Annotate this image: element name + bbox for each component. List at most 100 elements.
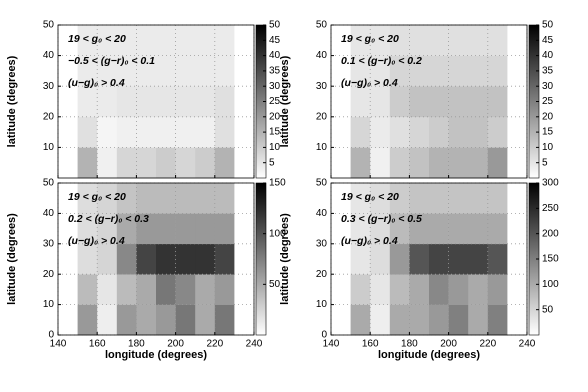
- heat-cell: [507, 25, 528, 56]
- heat-cell: [468, 116, 489, 148]
- y-tick-label: 10: [316, 142, 328, 153]
- x-tick-label: 240: [519, 339, 536, 350]
- heat-cell: [156, 147, 176, 179]
- y-tick-label: 10: [43, 299, 55, 310]
- y-tick-label: 30: [43, 238, 55, 249]
- heat-cell: [370, 116, 391, 148]
- heat-cell: [58, 116, 78, 148]
- heat-cell: [350, 25, 371, 56]
- heat-cell: [487, 183, 508, 214]
- heat-cell: [350, 243, 371, 275]
- colorbar-tick-label: 300: [542, 178, 559, 189]
- heat-cell: [116, 304, 137, 336]
- heat-cell: [389, 243, 410, 275]
- heat-cell: [214, 55, 235, 87]
- y-tick-label: 20: [43, 269, 55, 280]
- colorbar-tick-label: 5: [269, 157, 275, 168]
- heat-cell: [448, 183, 469, 214]
- heat-cell: [195, 213, 216, 245]
- heat-cell: [156, 304, 176, 336]
- heat-cell: [448, 243, 469, 275]
- heat-cell: [116, 86, 137, 118]
- heat-cell: [331, 147, 351, 179]
- heat-cell: [448, 274, 469, 305]
- heat-cell: [370, 243, 391, 275]
- heat-cell: [156, 25, 176, 56]
- heat-cell: [331, 304, 351, 336]
- heat-cell: [409, 147, 430, 179]
- annotation: (u−g)₀ > 0.4: [341, 235, 398, 247]
- heat-cell: [234, 243, 255, 275]
- y-axis-label: latitude (degrees): [6, 55, 18, 147]
- heat-cell: [116, 147, 137, 179]
- heat-cell: [156, 86, 176, 118]
- annotation: −0.5 < (g−r)₀ < 0.1: [68, 55, 155, 67]
- colorbar-tick-label: 5: [542, 157, 548, 168]
- colorbar-tick-label: 250: [542, 203, 559, 214]
- heat-cell: [487, 25, 508, 56]
- heat-cell: [116, 25, 137, 56]
- heat-cell: [214, 304, 235, 336]
- heat-cell: [136, 243, 157, 275]
- x-tick-label: 140: [323, 339, 340, 350]
- heat-cell: [58, 25, 78, 56]
- colorbar-tick-label: 25: [269, 96, 281, 107]
- x-tick-label: 220: [206, 339, 223, 350]
- x-axis-label: longitude (degrees): [105, 349, 207, 361]
- heat-cell: [195, 116, 216, 148]
- heat-cell: [77, 86, 98, 118]
- heat-cell: [77, 183, 98, 214]
- heat-cell: [487, 274, 508, 305]
- annotation: 0.1 < (g−r)₀ < 0.2: [341, 55, 422, 67]
- heat-cell: [214, 86, 235, 118]
- heat-cell: [214, 25, 235, 56]
- heat-cell: [468, 147, 489, 179]
- heat-cell: [429, 116, 449, 148]
- heat-cell: [116, 213, 137, 245]
- heat-cell: [116, 183, 137, 214]
- annotation: 0.2 < (g−r)₀ < 0.3: [68, 213, 149, 225]
- heat-cell: [448, 25, 469, 56]
- heat-cell: [195, 25, 216, 56]
- heat-cell: [77, 55, 98, 87]
- heat-cell: [156, 183, 176, 214]
- heat-cell: [214, 147, 235, 179]
- heat-cell: [350, 213, 371, 245]
- y-tick-label: 20: [316, 269, 328, 280]
- heat-cell: [195, 183, 216, 214]
- heat-cell: [409, 304, 430, 336]
- heat-cell: [468, 86, 489, 118]
- heat-cell: [429, 55, 449, 87]
- heat-cell: [234, 183, 255, 214]
- heat-cell: [214, 116, 235, 148]
- annotation: 0.3 < (g−r)₀ < 0.5: [341, 213, 422, 225]
- heat-cell: [429, 213, 449, 245]
- colorbar-tick-label: 15: [542, 127, 554, 138]
- heat-cell: [448, 116, 469, 148]
- heat-cell: [409, 55, 430, 87]
- heat-cell: [97, 116, 118, 148]
- y-tick-label: 30: [316, 238, 328, 249]
- heat-cell: [58, 243, 78, 275]
- heat-cell: [370, 86, 391, 118]
- x-tick-label: 240: [246, 339, 263, 350]
- heat-cell: [331, 274, 351, 305]
- heat-cell: [58, 86, 78, 118]
- heat-cell: [175, 147, 196, 179]
- heat-cell: [468, 55, 489, 87]
- heat-cell: [507, 55, 528, 87]
- heat-cell: [77, 147, 98, 179]
- heat-cell: [136, 86, 157, 118]
- heat-cell: [97, 183, 118, 214]
- colorbar-tick-label: 150: [269, 178, 286, 189]
- heat-cell: [77, 116, 98, 148]
- x-tick-label: 200: [167, 339, 184, 350]
- heat-cell: [175, 274, 196, 305]
- heat-cell: [370, 274, 391, 305]
- heat-cell: [195, 147, 216, 179]
- heat-cell: [350, 274, 371, 305]
- heat-cell: [175, 25, 196, 56]
- heat-cell: [136, 274, 157, 305]
- y-tick-label: 50: [43, 178, 55, 189]
